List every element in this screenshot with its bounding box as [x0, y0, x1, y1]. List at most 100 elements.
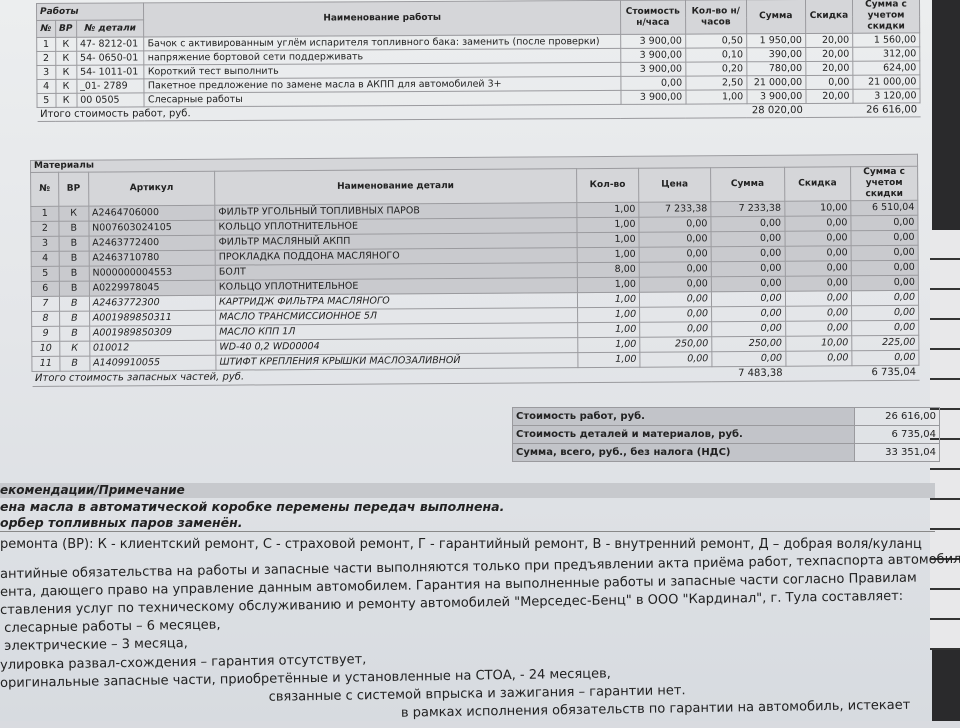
works-header-no: № — [36, 20, 56, 38]
materials-cell: 0,00 — [639, 261, 712, 278]
works-cell: К — [55, 93, 77, 108]
recommendations-body: ена масла в автоматической коробке перем… — [0, 499, 935, 532]
summary-row-works: Стоимость работ, руб. 26 616,00 — [511, 407, 940, 426]
materials-cell: 0,00 — [851, 275, 919, 291]
works-cell: 21 000,00 — [852, 74, 920, 90]
materials-cell: 1,00 — [576, 232, 640, 248]
materials-cell: 0,00 — [711, 291, 786, 307]
works-cell: 21 000,00 — [746, 75, 806, 90]
works-cell: _01- 2789 — [76, 78, 145, 94]
summary-row-parts: Стоимость деталей и материалов, руб. 6 73… — [511, 425, 940, 444]
recommendations-title: екомендации/Примечание — [0, 483, 935, 498]
materials-cell: 1,00 — [577, 337, 640, 353]
materials-cell: 0,00 — [851, 290, 919, 306]
works-cell: 00 0505 — [76, 92, 145, 108]
materials-header: Скидка — [784, 166, 851, 202]
materials-cell: 0,00 — [639, 321, 712, 338]
materials-cell: 0,00 — [784, 215, 852, 232]
materials-cell: 0,00 — [784, 230, 852, 247]
materials-cell: N000000004553 — [88, 265, 216, 282]
materials-cell: 0,00 — [785, 350, 852, 367]
works-cell: 3 — [36, 65, 56, 80]
materials-header: Артикул — [88, 171, 215, 207]
summary-label: Стоимость работ, руб. — [511, 407, 856, 426]
works-cell: 3 900,00 — [620, 34, 686, 49]
summary-label: Сумма, всего, руб., без налога (НДС) — [511, 443, 856, 462]
materials-cell: 0,00 — [711, 276, 786, 292]
works-cell: 624,00 — [852, 60, 920, 76]
works-cell: 390,00 — [746, 47, 806, 62]
materials-cell: 0,00 — [851, 260, 919, 276]
recommendation-line: ена масла в автоматической коробке перем… — [0, 499, 505, 514]
materials-cell: 0,00 — [711, 351, 786, 367]
note-line: ремонта (ВР): К - клиентский ремонт, С -… — [0, 537, 922, 552]
works-cell: 20,00 — [805, 61, 853, 76]
works-header-part: № детали — [76, 19, 145, 38]
materials-cell: 0,00 — [639, 276, 712, 293]
materials-cell: 1,00 — [577, 322, 640, 338]
recommendation-line: орбер топливных паров заменён. — [0, 515, 243, 530]
materials-cell: 0,00 — [785, 290, 852, 307]
works-cell: 3 900,00 — [746, 89, 806, 104]
materials-cell: 1,00 — [577, 352, 640, 368]
works-cell: 3 900,00 — [620, 62, 686, 77]
materials-cell: 0,00 — [850, 215, 919, 231]
materials-cell: 6 510,04 — [850, 200, 918, 216]
materials-table: Материалы № ВР Артикул Наименование детали К… — [30, 154, 920, 387]
works-cell: 5 — [36, 93, 56, 108]
works-cell: 54- 0650-01 — [76, 50, 145, 66]
materials-cell: 0,00 — [851, 230, 919, 246]
works-total-discounted: 26 616,00 — [853, 102, 921, 118]
works-total-sum: 28 020,00 — [746, 103, 806, 118]
works-cell: К — [55, 37, 77, 52]
works-cell: 54- 1011-01 — [76, 64, 145, 80]
materials-cell: В — [59, 266, 90, 282]
materials-cell: N007603024105 — [88, 220, 216, 237]
materials-cell: 0,00 — [710, 216, 785, 232]
materials-cell: 5 — [31, 266, 60, 282]
works-header-vr: ВР — [55, 20, 77, 38]
works-cell: 1 950,00 — [746, 33, 806, 48]
materials-cell: 2 — [30, 221, 59, 237]
materials-cell: В — [59, 326, 90, 342]
works-cell: К — [55, 65, 77, 80]
works-cell: 0,00 — [620, 76, 686, 91]
works-cell: 2,50 — [685, 75, 747, 91]
works-cell: 3 120,00 — [852, 88, 921, 104]
materials-cell: 0,00 — [785, 320, 852, 337]
materials-cell: 8,00 — [576, 262, 640, 278]
works-cell: 2 — [36, 51, 56, 66]
summary-row-total: Сумма, всего, руб., без налога (НДС) 33 3… — [511, 443, 940, 462]
materials-header: Наименование детали — [214, 168, 577, 206]
materials-cell: 0,00 — [711, 321, 786, 337]
materials-header: Цена — [638, 167, 711, 203]
materials-cell: 10,00 — [784, 200, 851, 217]
works-cell: 1 — [36, 37, 56, 52]
materials-cell: 0,00 — [638, 216, 711, 233]
works-cell: 4 — [36, 79, 56, 94]
materials-cell: 10,00 — [785, 335, 852, 352]
works-header-total: Сумма с учетом скидки — [852, 0, 920, 34]
materials-cell: A1409910055 — [89, 355, 216, 372]
materials-cell: 0,00 — [639, 306, 712, 323]
summary-table: Стоимость работ, руб. 26 616,00 Стоимость… — [511, 407, 940, 462]
summary-value: 33 351,04 — [854, 443, 940, 462]
materials-cell: 1,00 — [577, 277, 640, 293]
materials-cell: 1,00 — [577, 307, 640, 323]
materials-cell: 0,00 — [784, 260, 852, 277]
materials-cell: 0,00 — [851, 320, 919, 336]
works-header-discount: Скидка — [805, 0, 853, 34]
materials-cell: 0,00 — [784, 275, 852, 292]
materials-cell: К — [58, 206, 89, 222]
materials-cell: К — [59, 341, 90, 357]
works-total-label: Итого стоимость работ, руб. — [37, 103, 747, 122]
materials-cell: 1,00 — [576, 247, 640, 263]
materials-cell: A0229978045 — [89, 280, 216, 297]
materials-total-discounted: 6 735,04 — [851, 365, 920, 381]
works-header-hours: Кол-во н/часов — [685, 0, 747, 35]
works-cell: 47- 8212-01 — [76, 36, 145, 52]
summary-value: 6 735,04 — [854, 425, 940, 444]
materials-cell: 1,00 — [577, 292, 640, 308]
works-cell: 20,00 — [805, 33, 853, 48]
materials-cell: 010012 — [89, 340, 216, 357]
